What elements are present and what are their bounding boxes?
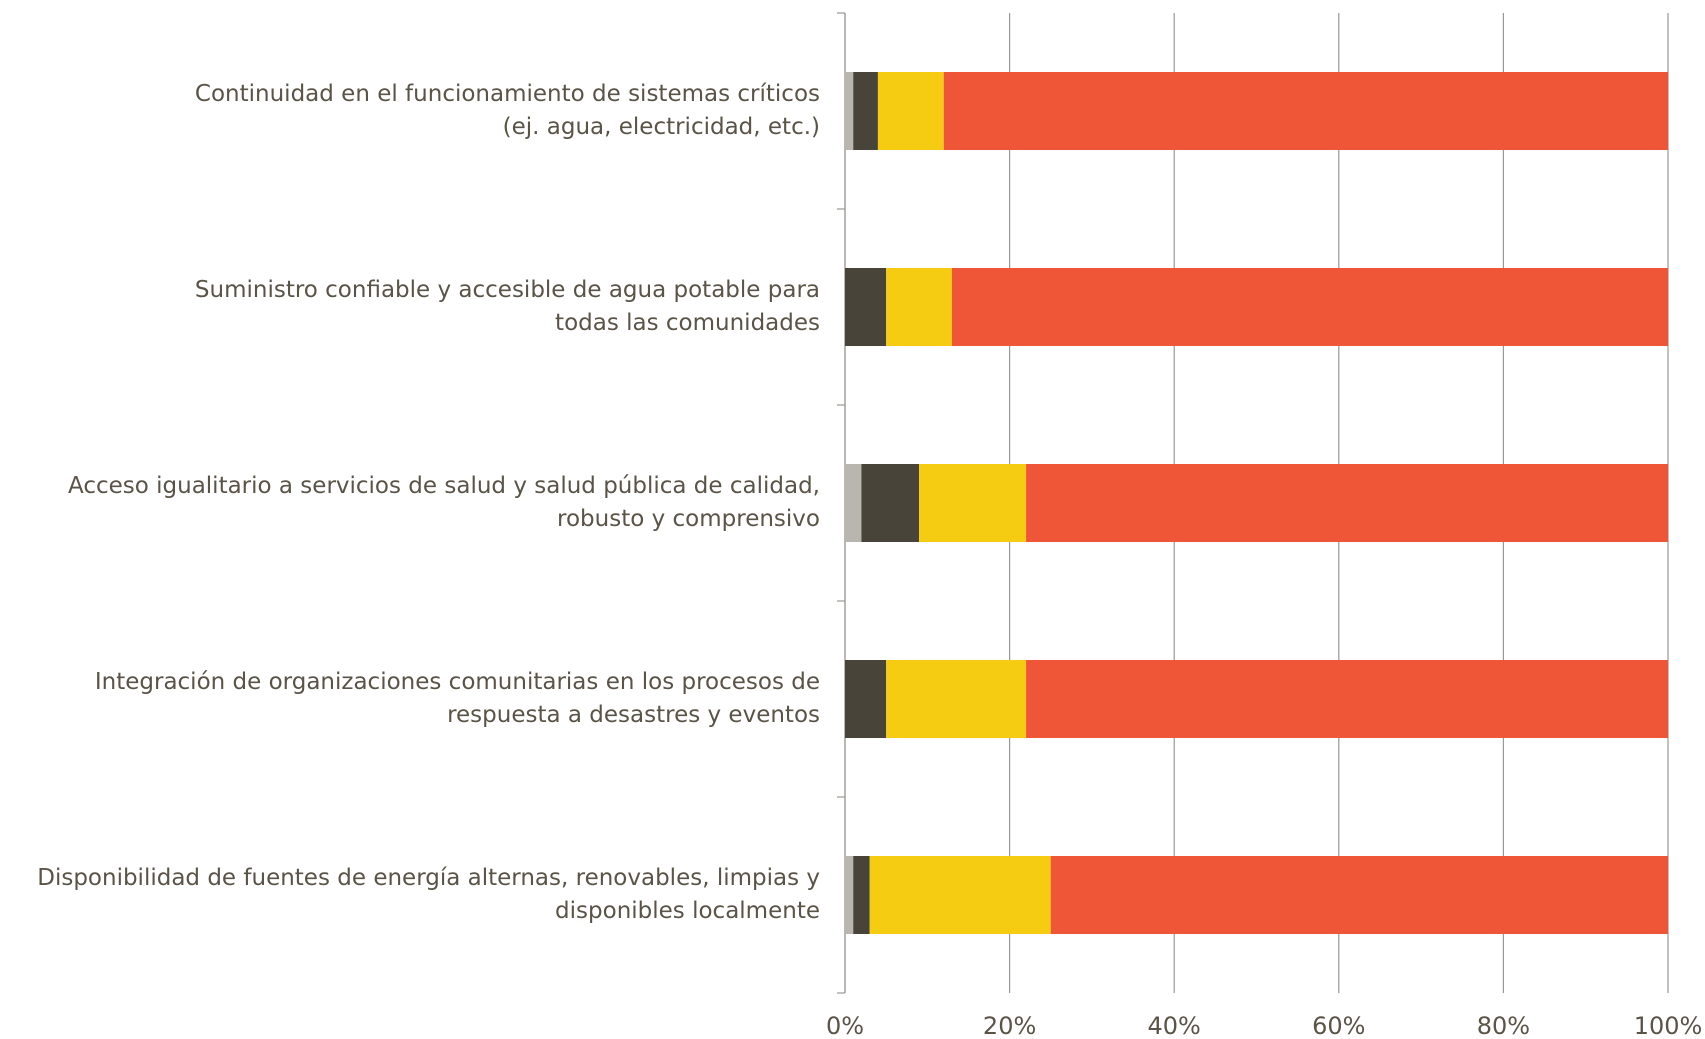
category-label: Continuidad en el funcionamiento de sist… bbox=[195, 81, 820, 107]
bar-segment bbox=[845, 856, 854, 934]
bar-segment bbox=[886, 268, 952, 346]
x-tick-label: 60% bbox=[1312, 1012, 1365, 1039]
category-label: Integración de organizaciones comunitari… bbox=[95, 669, 820, 695]
bar-segment bbox=[877, 72, 944, 150]
bar-segment bbox=[869, 856, 1051, 934]
bar-segment bbox=[1050, 856, 1668, 934]
x-tick-label: 0% bbox=[826, 1012, 864, 1039]
category-label: todas las comunidades bbox=[555, 310, 820, 336]
category-label: robusto y comprensivo bbox=[557, 506, 820, 532]
x-tick-label: 100% bbox=[1634, 1012, 1703, 1039]
category-label: Disponibilidad de fuentes de energía alt… bbox=[37, 865, 820, 891]
category-label: respuesta a desastres y eventos bbox=[447, 702, 820, 728]
bar-segment bbox=[1026, 660, 1668, 738]
bar-segment bbox=[919, 464, 1027, 542]
bar-segment bbox=[1026, 464, 1668, 542]
bar-segment bbox=[886, 660, 1027, 738]
category-label: Suministro confiable y accesible de agua… bbox=[195, 277, 820, 303]
bar-segment bbox=[861, 464, 920, 542]
bar-segment bbox=[845, 464, 862, 542]
bar-segment bbox=[951, 268, 1668, 346]
bar-segment bbox=[943, 72, 1668, 150]
category-label: disponibles localmente bbox=[555, 898, 820, 924]
category-label: Acceso igualitario a servicios de salud … bbox=[68, 473, 820, 499]
x-tick-label: 40% bbox=[1148, 1012, 1201, 1039]
bar-segment bbox=[845, 660, 887, 738]
bar-segment bbox=[853, 72, 878, 150]
x-tick-label: 80% bbox=[1477, 1012, 1530, 1039]
bar-segment bbox=[853, 856, 870, 934]
x-tick-label: 20% bbox=[983, 1012, 1036, 1039]
category-label: (ej. agua, electricidad, etc.) bbox=[503, 114, 820, 140]
bar-segment bbox=[845, 268, 887, 346]
bar-segment bbox=[845, 72, 854, 150]
